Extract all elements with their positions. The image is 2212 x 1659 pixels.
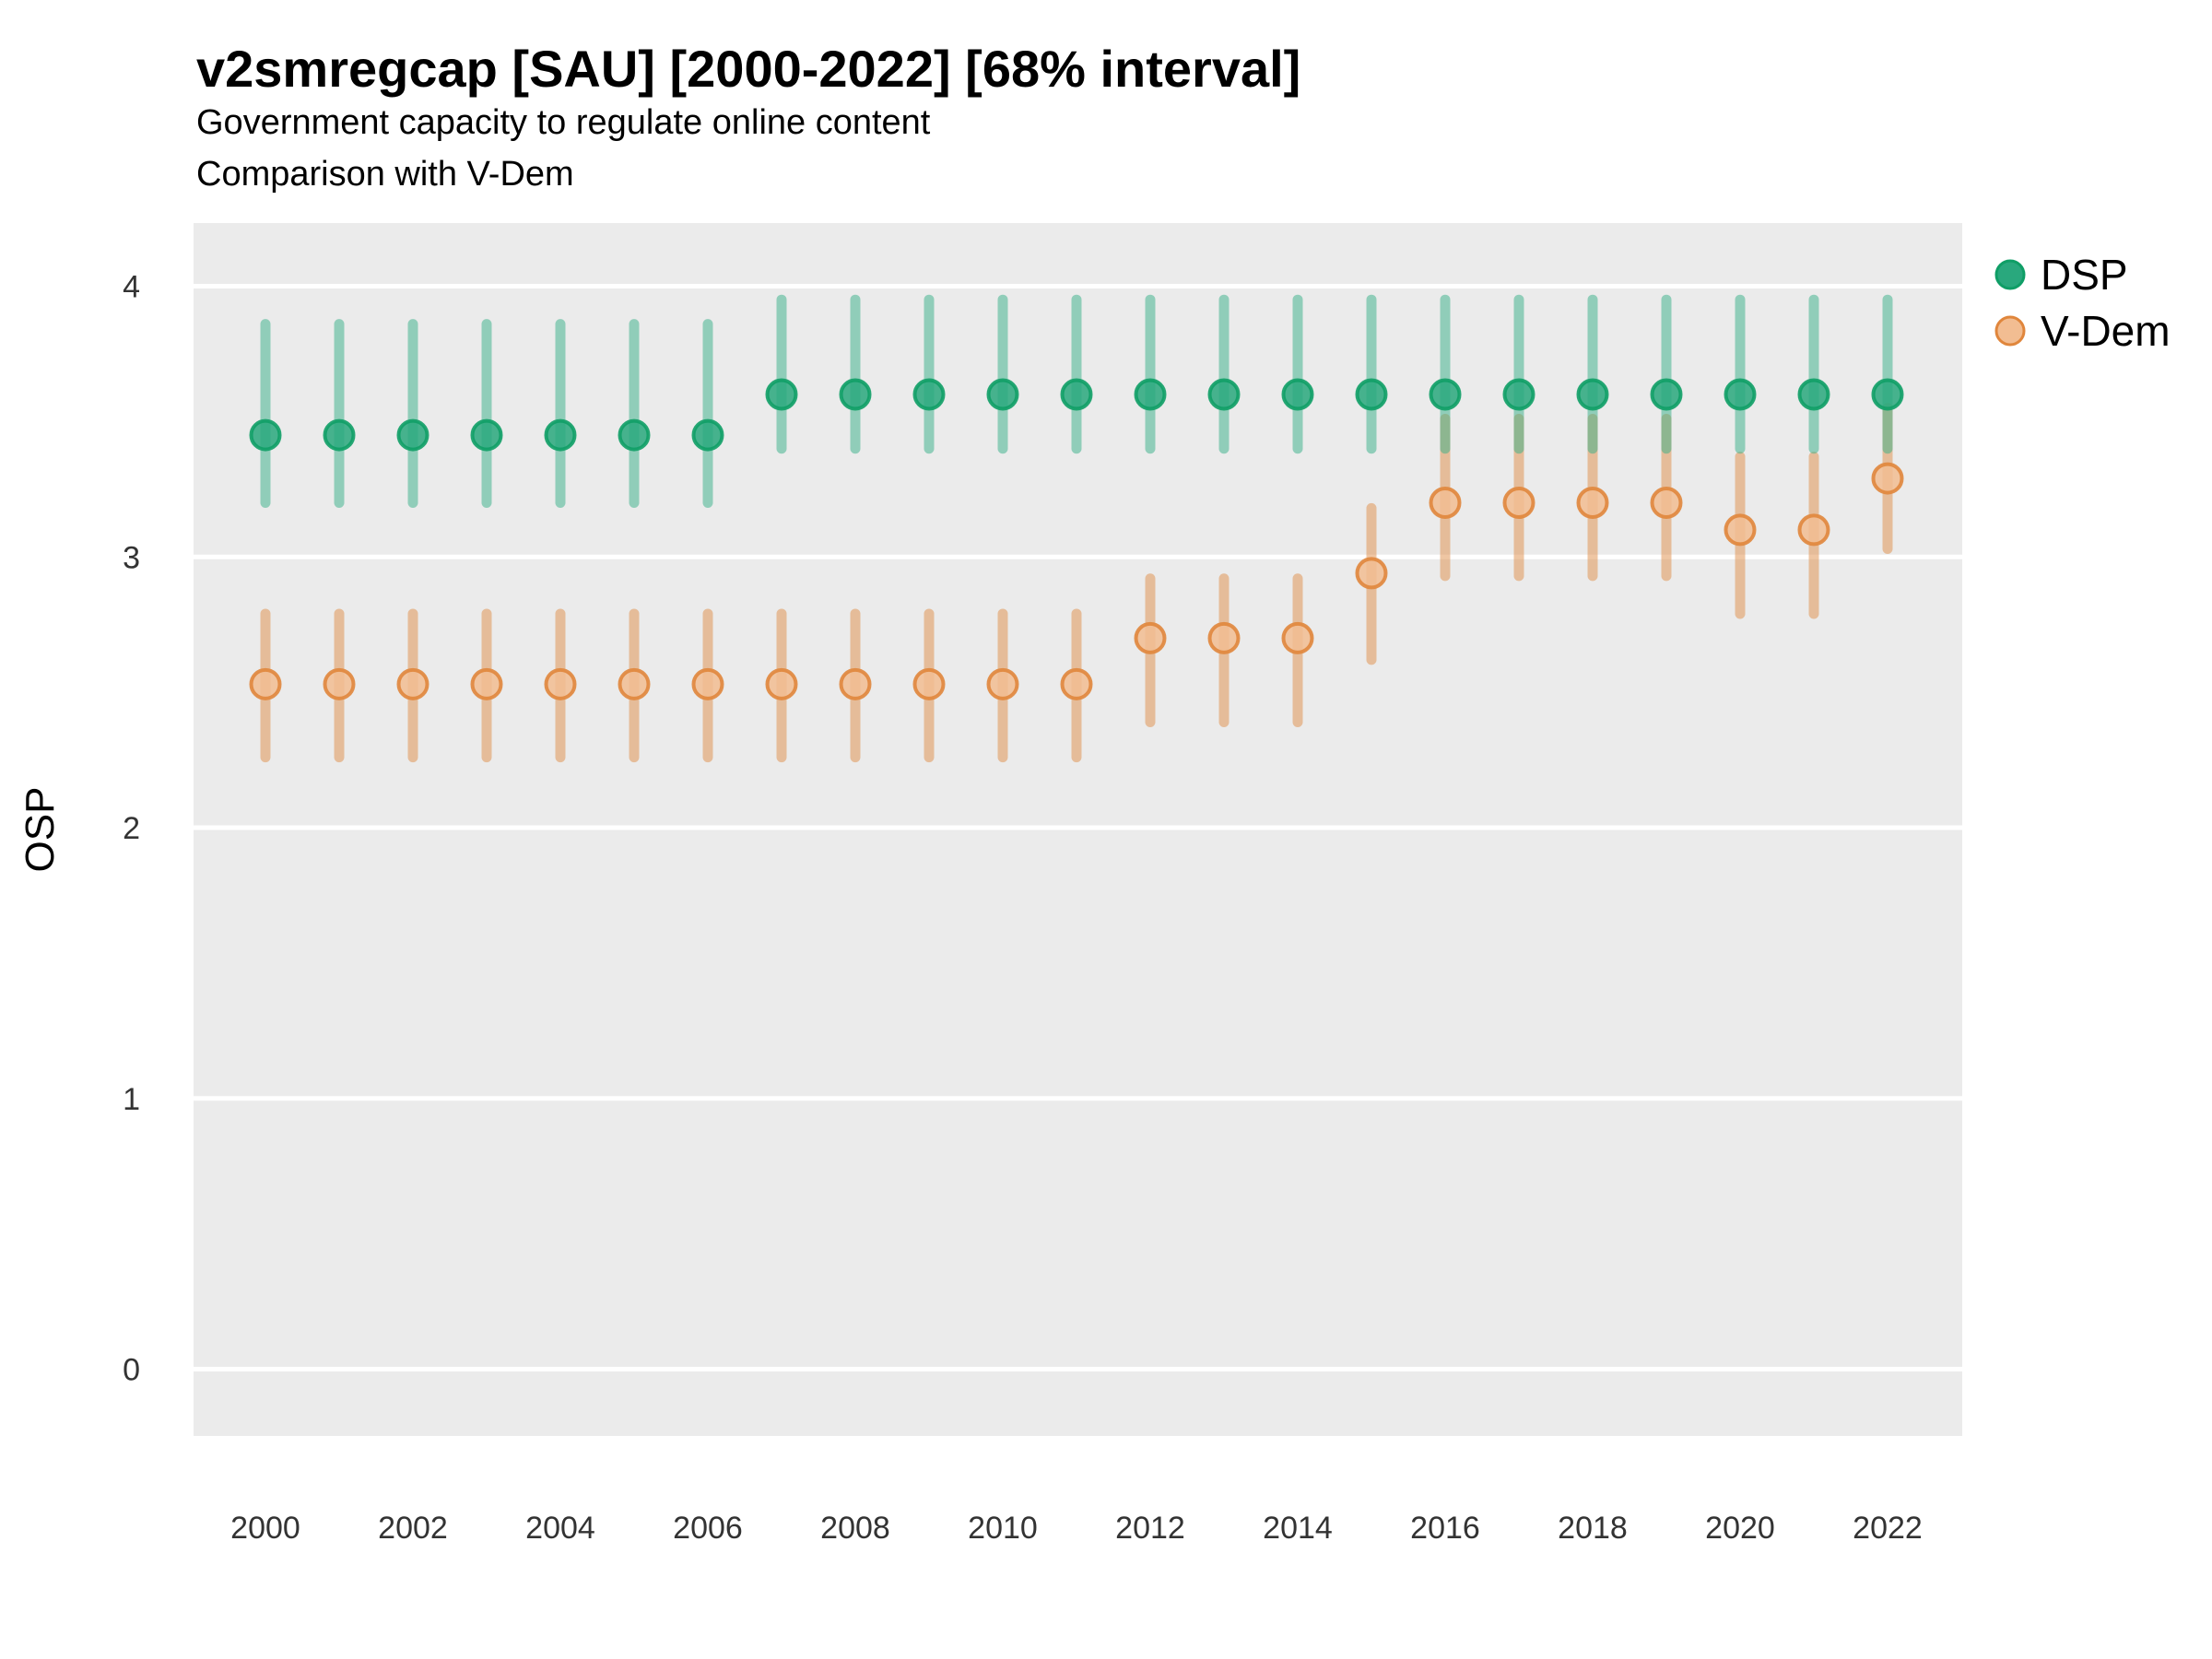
dsp-point-2022 xyxy=(1871,378,1904,411)
vdem-point-2005 xyxy=(618,667,651,700)
legend-swatch-vdem xyxy=(1994,315,2026,347)
vdem-point-2013 xyxy=(1207,621,1241,654)
dsp-point-2013 xyxy=(1207,378,1241,411)
y-tick-label-3: 3 xyxy=(123,540,140,575)
x-tick-label-2022: 2022 xyxy=(1853,1511,1923,1546)
y-tick-label-0: 0 xyxy=(123,1353,140,1388)
vdem-point-2014 xyxy=(1281,621,1314,654)
x-tick-label-2018: 2018 xyxy=(1558,1511,1628,1546)
vdem-point-2017 xyxy=(1502,487,1535,519)
dsp-point-2000 xyxy=(249,418,282,452)
gridline-layer xyxy=(194,284,1962,1371)
legend-label-vdem: V-Dem xyxy=(2041,307,2171,355)
vdem-point-2000 xyxy=(249,667,282,700)
vdem-point-2022 xyxy=(1871,462,1904,495)
chart-title: v2smregcap [SAU] [2000-2022] [68% interv… xyxy=(196,40,1301,98)
x-tick-label-2002: 2002 xyxy=(378,1511,448,1546)
vdem-point-2019 xyxy=(1650,487,1683,519)
vdem-point-2006 xyxy=(691,667,724,700)
dsp-point-2021 xyxy=(1797,378,1830,411)
dsp-point-2015 xyxy=(1355,378,1388,411)
vdem-point-2021 xyxy=(1797,513,1830,547)
vdem-point-2002 xyxy=(396,667,429,700)
vdem-point-2011 xyxy=(1060,667,1093,700)
dsp-point-2002 xyxy=(396,418,429,452)
dsp-point-2016 xyxy=(1429,378,1462,411)
legend-label-dsp: DSP xyxy=(2041,251,2128,299)
legend-swatch-dsp xyxy=(1994,259,2026,290)
dsp-point-2019 xyxy=(1650,378,1683,411)
vdem-point-2007 xyxy=(765,667,798,700)
x-tick-label-2010: 2010 xyxy=(968,1511,1038,1546)
dsp-point-2020 xyxy=(1724,378,1757,411)
dsp-point-2014 xyxy=(1281,378,1314,411)
dsp-point-2011 xyxy=(1060,378,1093,411)
chart-subtitle-2: Comparison with V-Dem xyxy=(196,155,574,194)
x-tick-label-2014: 2014 xyxy=(1263,1511,1333,1546)
x-tick-label-2008: 2008 xyxy=(820,1511,890,1546)
x-tick-label-2000: 2000 xyxy=(230,1511,300,1546)
y-axis-title: OSP xyxy=(18,787,63,873)
dsp-point-2004 xyxy=(544,418,577,452)
x-tick-label-2004: 2004 xyxy=(525,1511,595,1546)
vdem-point-2018 xyxy=(1576,487,1609,519)
x-tick-label-2016: 2016 xyxy=(1410,1511,1480,1546)
dsp-point-2005 xyxy=(618,418,651,452)
x-tick-label-2006: 2006 xyxy=(673,1511,743,1546)
vdem-point-2015 xyxy=(1355,557,1388,590)
vdem-point-2010 xyxy=(986,667,1019,700)
vdem-point-2003 xyxy=(470,667,503,700)
dsp-point-2017 xyxy=(1502,378,1535,411)
x-tick-label-2020: 2020 xyxy=(1705,1511,1775,1546)
legend: DSP V-Dem xyxy=(1994,251,2171,355)
dsp-point-2012 xyxy=(1134,378,1167,411)
y-tick-label-2: 2 xyxy=(123,811,140,846)
vdem-point-2004 xyxy=(544,667,577,700)
dsp-point-2003 xyxy=(470,418,503,452)
data-marks-layer xyxy=(249,294,1904,763)
y-tick-label-4: 4 xyxy=(123,270,140,305)
dsp-point-2009 xyxy=(912,378,946,411)
x-tick-label-2012: 2012 xyxy=(1115,1511,1185,1546)
vdem-point-2012 xyxy=(1134,621,1167,654)
chart-subtitle: Government capacity to regulate online c… xyxy=(196,103,931,142)
axis-labels-layer: 0 1 2 3 4 2000 2002 2004 2006 2008 2010 2012 2014 201… xyxy=(123,270,1923,1547)
vdem-point-2020 xyxy=(1724,513,1757,547)
dsp-point-2008 xyxy=(839,378,872,411)
y-tick-label-1: 1 xyxy=(123,1082,140,1117)
vdem-point-2016 xyxy=(1429,487,1462,519)
vdem-point-2001 xyxy=(323,667,356,700)
dsp-point-2001 xyxy=(323,418,356,452)
vdem-point-2008 xyxy=(839,667,872,700)
vdem-point-2009 xyxy=(912,667,946,700)
dsp-point-2018 xyxy=(1576,378,1609,411)
dsp-point-2010 xyxy=(986,378,1019,411)
dsp-point-2007 xyxy=(765,378,798,411)
dsp-point-2006 xyxy=(691,418,724,452)
